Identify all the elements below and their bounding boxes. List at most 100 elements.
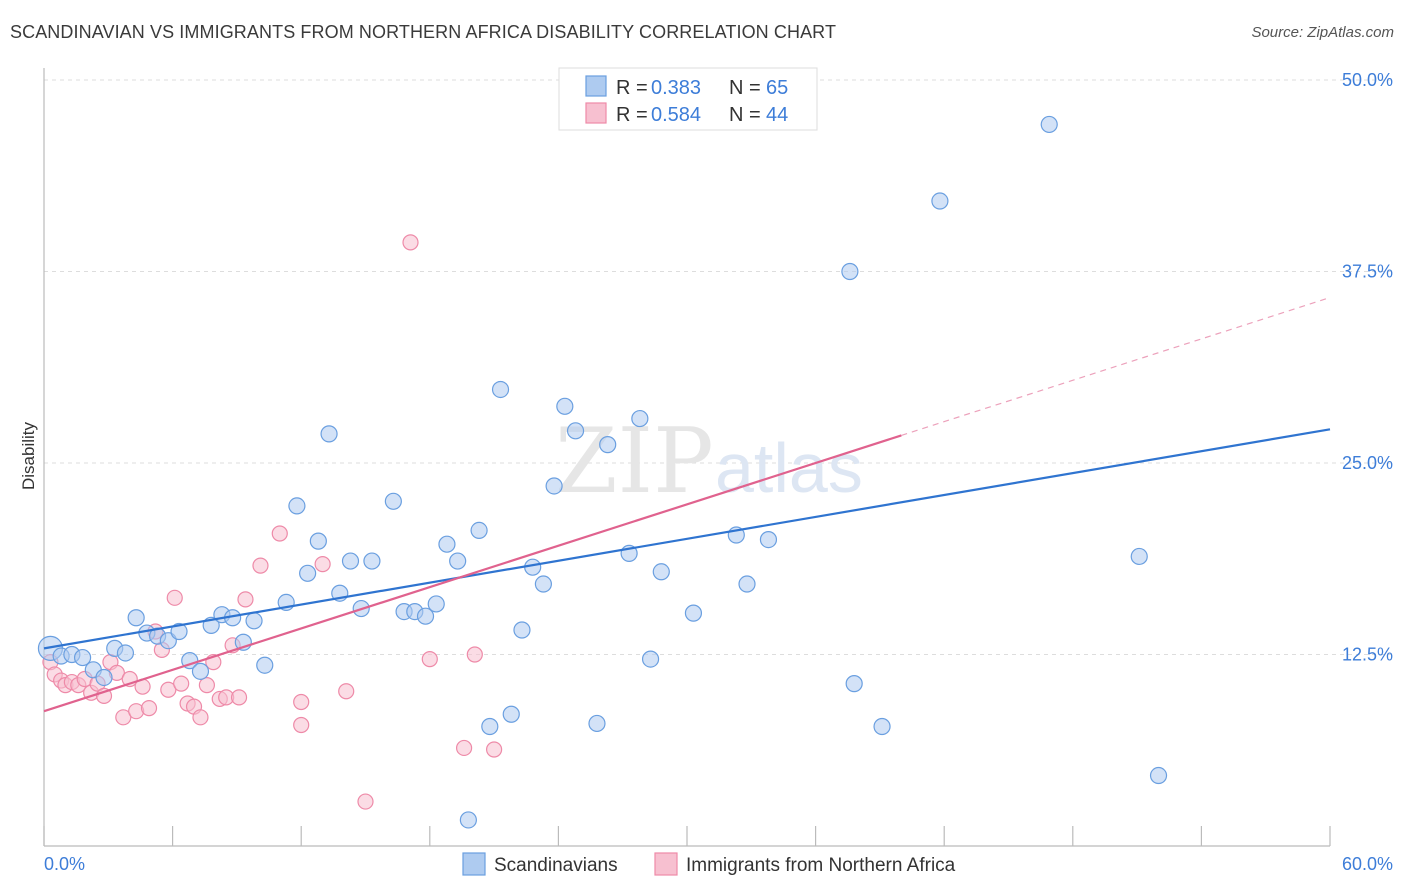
- legend-top: R = 0.383 N = 65 R = 0.584 N = 44: [558, 67, 818, 131]
- point-scandinavians-54: [684, 604, 703, 622]
- x-tick-label-0: 0.0%: [44, 854, 85, 874]
- point-immigrants-16: [140, 700, 158, 717]
- y-tick-label-0: 12.5%: [1342, 645, 1393, 665]
- point-scandinavians-27: [341, 552, 360, 570]
- point-scandinavians-44: [534, 575, 552, 593]
- point-scandinavians-49: [599, 436, 617, 454]
- point-scandinavians-46: [556, 397, 574, 415]
- point-scandinavians-30: [384, 492, 402, 510]
- series-scandinavians-points: [37, 115, 1168, 829]
- point-immigrants-20: [166, 589, 183, 606]
- point-scandinavians-7: [116, 644, 135, 662]
- y-tick-label-3: 50.0%: [1342, 70, 1393, 90]
- legend-n-value-2: 44: [766, 104, 788, 126]
- legend-bottom-label-scandinavians: Scandinavians: [494, 855, 618, 876]
- point-scandinavians-33: [416, 607, 435, 625]
- point-immigrants-34: [293, 716, 310, 734]
- point-scandinavians-52: [641, 650, 660, 668]
- point-immigrants-40: [421, 650, 438, 668]
- point-scandinavians-5: [95, 668, 113, 687]
- series-immigrants-points: [42, 234, 503, 810]
- point-scandinavians-37: [459, 811, 477, 829]
- legend-r-value-2: 0.584: [651, 104, 701, 126]
- point-scandinavians-62: [1040, 115, 1058, 134]
- point-scandinavians-14: [191, 662, 210, 680]
- point-immigrants-31: [237, 591, 254, 608]
- x-tick-label-60: 60.0%: [1342, 854, 1393, 874]
- point-immigrants-39: [402, 234, 419, 251]
- point-scandinavians-12: [170, 622, 188, 641]
- y-tick-labels: 12.5% 25.0% 37.5% 50.0%: [1342, 70, 1393, 665]
- point-scandinavians-23: [299, 564, 317, 582]
- point-scandinavians-57: [759, 530, 778, 549]
- gridlines: [44, 79, 1395, 655]
- legend-r-label-2: R =: [616, 104, 648, 126]
- x-tick-labels: 0.0% 60.0%: [44, 854, 1393, 874]
- legend-r-label-1: R =: [616, 77, 648, 99]
- point-scandinavians-45: [545, 477, 563, 495]
- legend-n-label-2: N =: [729, 104, 761, 126]
- trendlines: [43, 296, 1331, 713]
- y-tick-label-2: 37.5%: [1342, 262, 1393, 282]
- point-immigrants-25: [198, 677, 215, 694]
- point-scandinavians-39: [481, 717, 499, 736]
- source-label: Source: ZipAtlas.com: [1251, 24, 1394, 41]
- point-scandinavians-34: [427, 595, 445, 613]
- point-scandinavians-19: [245, 612, 263, 630]
- trendline-immigrants-solid: [43, 434, 902, 713]
- point-scandinavians-40: [491, 380, 510, 399]
- point-scandinavians-24: [309, 532, 327, 550]
- point-immigrants-37: [338, 683, 355, 700]
- legend-r-value-1: 0.383: [651, 77, 701, 99]
- legend-bottom: Scandinavians Immigrants from Northern A…: [462, 852, 956, 876]
- point-immigrants-43: [486, 741, 503, 758]
- point-immigrants-24: [192, 709, 209, 726]
- point-immigrants-33: [271, 525, 288, 542]
- point-scandinavians-25: [320, 425, 338, 443]
- point-scandinavians-47: [566, 422, 585, 440]
- y-tick-label-1: 25.0%: [1342, 453, 1393, 473]
- point-scandinavians-48: [588, 714, 606, 733]
- legend-n-value-1: 65: [766, 77, 788, 99]
- point-scandinavians-51: [631, 409, 649, 428]
- point-immigrants-19: [160, 681, 177, 698]
- point-scandinavians-3: [73, 648, 92, 667]
- chart-title: SCANDINAVIAN VS IMMIGRANTS FROM NORTHERN…: [10, 22, 837, 42]
- legend-n-label-1: N =: [729, 77, 761, 99]
- point-scandinavians-35: [438, 535, 456, 553]
- point-scandinavians-36: [449, 552, 467, 570]
- legend-bottom-swatch-pink: [654, 852, 678, 876]
- legend-swatch-blue: [585, 75, 607, 97]
- point-scandinavians-61: [931, 192, 949, 210]
- trendline-scandinavians: [43, 428, 1331, 650]
- point-immigrants-42: [466, 646, 483, 663]
- point-scandinavians-56: [738, 575, 756, 593]
- y-axis-label: Disability: [19, 421, 38, 490]
- point-scandinavians-38: [470, 521, 488, 540]
- point-scandinavians-59: [845, 675, 863, 693]
- point-scandinavians-60: [873, 717, 891, 736]
- legend-bottom-swatch-blue: [462, 852, 486, 876]
- trendline-immigrants-dashed: [901, 296, 1331, 436]
- point-scandinavians-8: [127, 609, 145, 627]
- point-scandinavians-41: [502, 705, 520, 723]
- point-immigrants-12: [115, 709, 132, 726]
- point-immigrants-38: [357, 793, 374, 810]
- point-scandinavians-20: [256, 656, 274, 674]
- point-immigrants-21: [173, 675, 190, 692]
- point-immigrants-35: [293, 693, 310, 711]
- watermark-atlas: atlas: [715, 429, 863, 507]
- point-immigrants-30: [230, 689, 248, 706]
- watermark: ZIP atlas: [555, 409, 863, 514]
- point-scandinavians-53: [652, 563, 670, 581]
- point-scandinavians-42: [513, 621, 531, 639]
- legend-swatch-pink: [585, 102, 607, 124]
- point-immigrants-41: [455, 739, 473, 757]
- point-scandinavians-22: [288, 497, 306, 515]
- axes: [43, 68, 1331, 847]
- point-scandinavians-64: [1149, 766, 1168, 785]
- point-immigrants-36: [314, 556, 331, 573]
- point-scandinavians-58: [841, 262, 859, 281]
- point-immigrants-32: [252, 557, 269, 574]
